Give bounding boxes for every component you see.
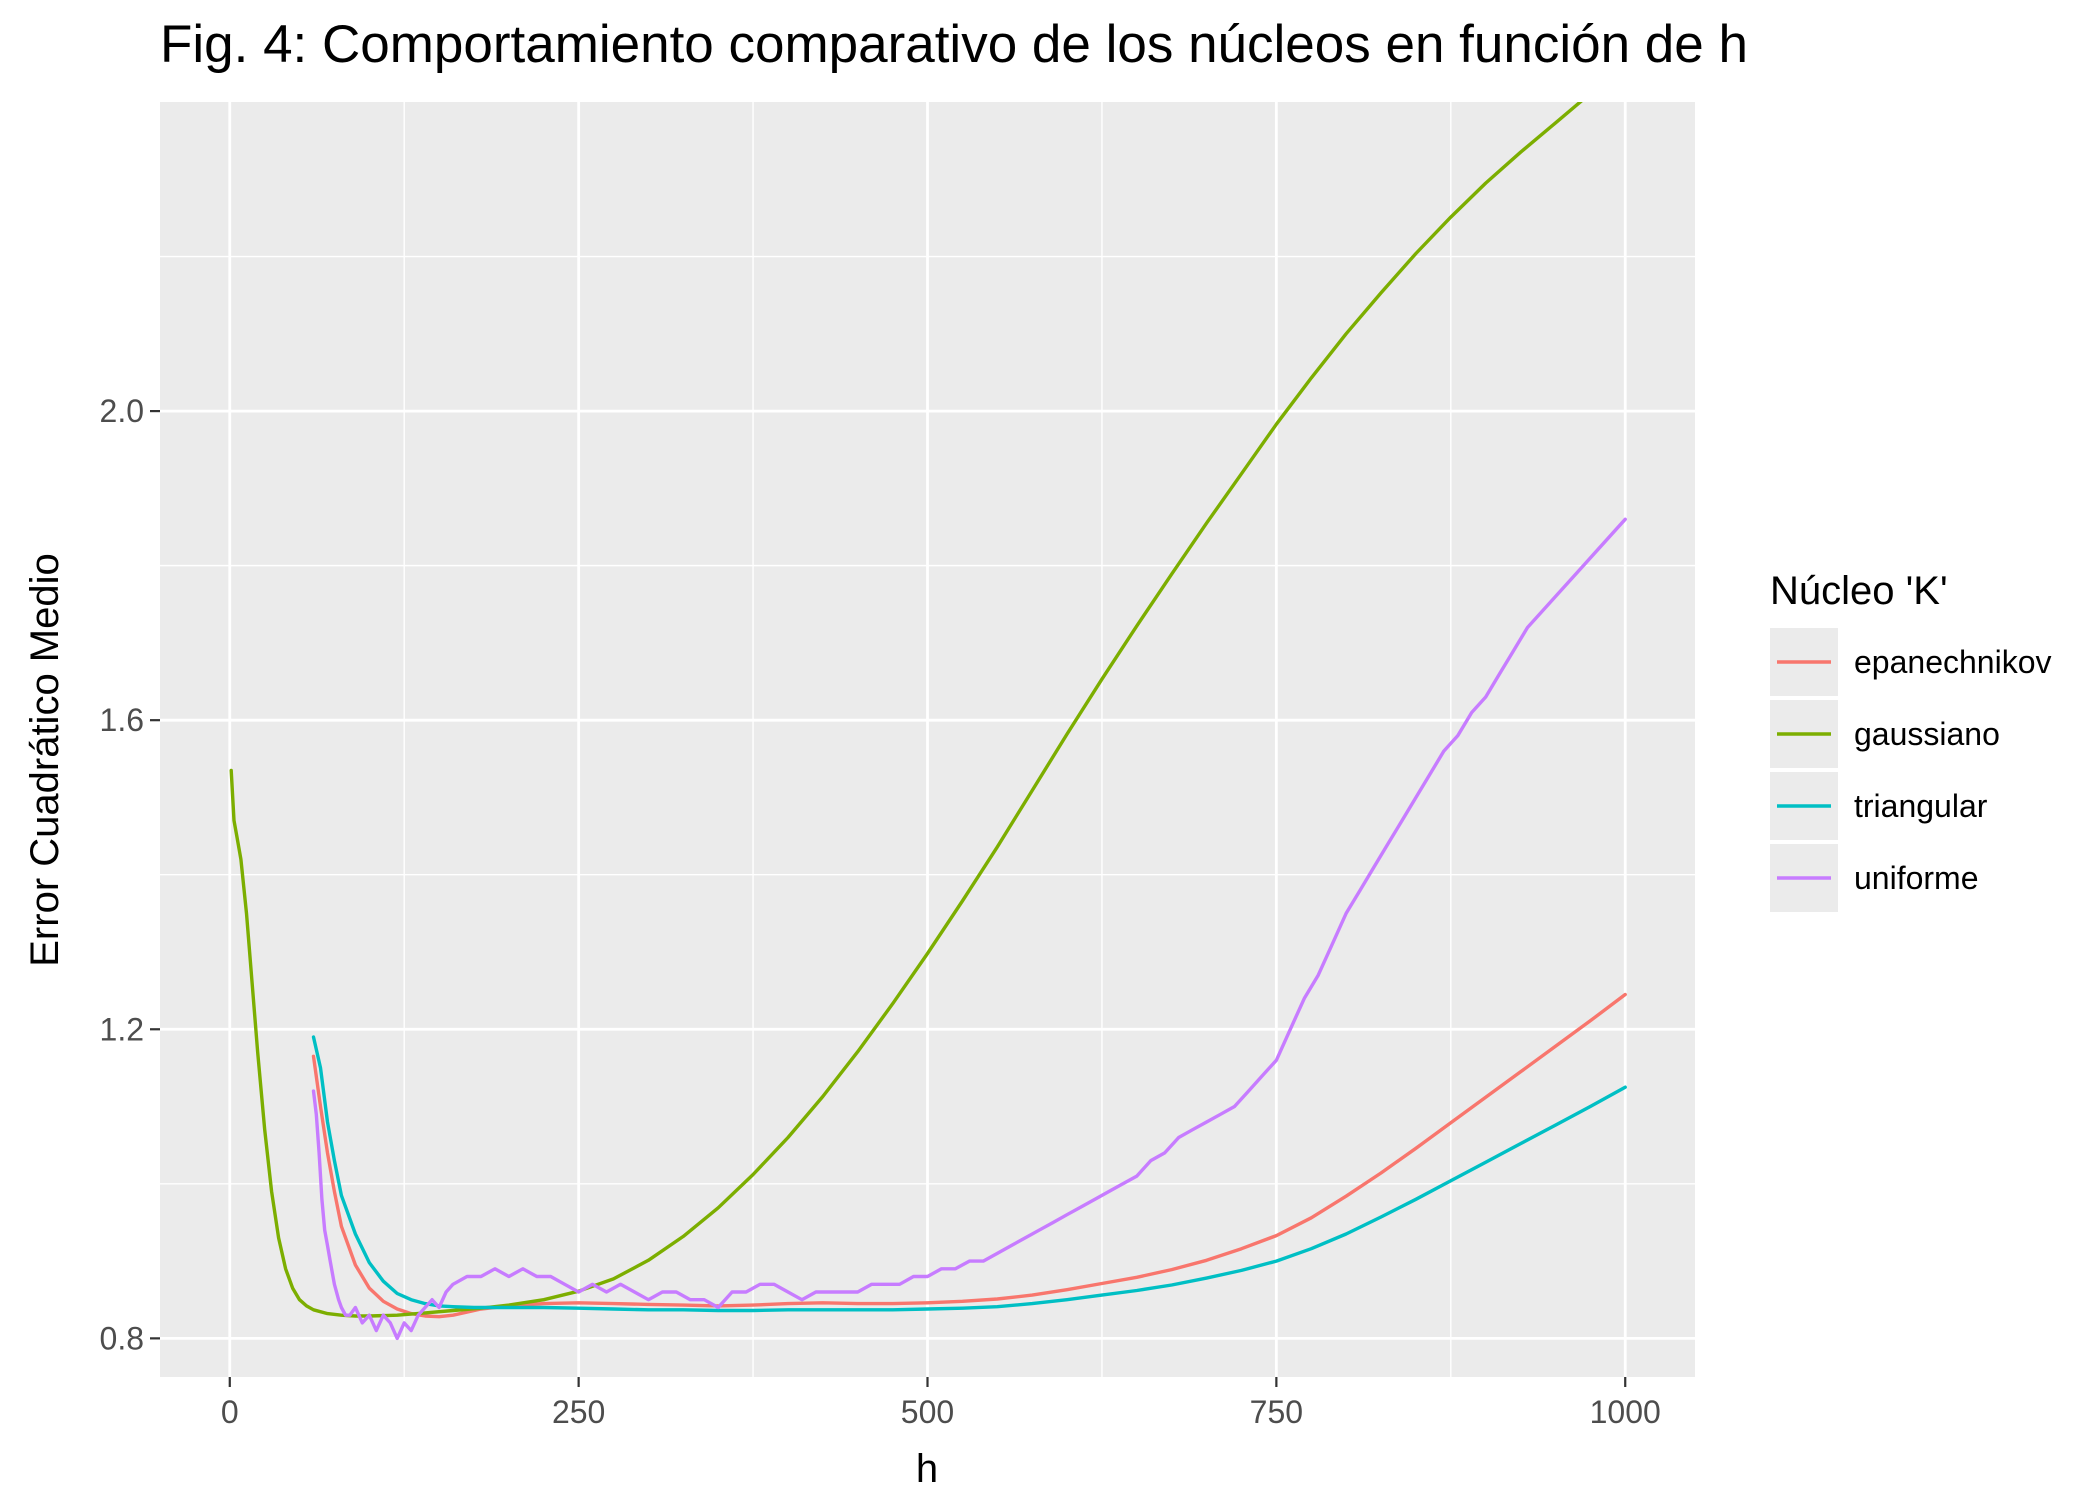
legend-label-gaussiano: gaussiano [1854,716,2000,752]
series-line-gaussiano [229,102,1583,1318]
legend-title: Núcleo 'K' [1770,569,1948,613]
x-tick-label: 250 [552,1394,605,1430]
y-tick-label: 0.8 [100,1320,144,1356]
legend-label-triangular: triangular [1854,788,1988,824]
series-lines [229,102,1627,1341]
x-tick-label: 500 [901,1394,954,1430]
major-gridlines [160,102,1695,1377]
x-tick-label: 750 [1250,1394,1303,1430]
legend: Núcleo 'K' epanechnikov gaussiano triangul… [1770,569,2051,912]
x-tick-label: 0 [221,1394,239,1430]
x-axis: 0 250 500 750 1000 [221,1377,1661,1430]
chart-title: Fig. 4: Comportamiento comparativo de lo… [160,15,1748,74]
series-line-uniforme [311,517,1627,1341]
y-tick-label: 1.6 [100,702,144,738]
legend-label-epanechnikov: epanechnikov [1854,644,2051,680]
x-axis-title: h [916,1447,938,1491]
x-tick-label: 1000 [1590,1394,1661,1430]
y-axis: 0.8 1.2 1.6 2.0 [100,393,160,1356]
y-tick-label: 2.0 [100,393,144,429]
y-tick-label: 1.2 [100,1011,144,1047]
legend-label-uniforme: uniforme [1854,860,1979,896]
series-line-triangular [311,1035,1627,1313]
series-line-epanechnikov [311,992,1627,1319]
y-axis-title: Error Cuadrático Medio [23,553,67,967]
